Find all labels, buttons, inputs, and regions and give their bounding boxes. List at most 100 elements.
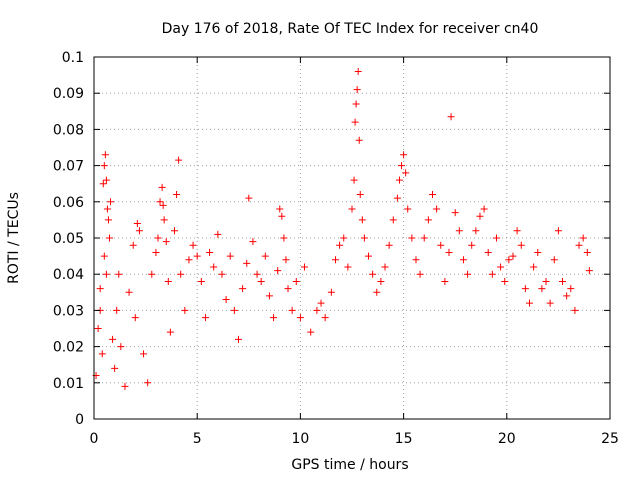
data-point	[358, 216, 366, 224]
data-point	[253, 270, 261, 278]
data-point	[385, 241, 393, 249]
data-point	[554, 227, 562, 235]
data-point	[501, 277, 509, 285]
data-point	[360, 234, 368, 242]
data-point	[103, 205, 111, 213]
data-point	[497, 263, 505, 271]
data-point	[451, 209, 459, 217]
x-tick-label: 15	[395, 431, 413, 447]
data-point	[210, 263, 218, 271]
data-point	[164, 277, 172, 285]
data-point	[173, 191, 181, 199]
data-point	[288, 306, 296, 314]
data-point	[365, 252, 373, 260]
data-point	[100, 162, 108, 170]
data-point	[94, 325, 102, 332]
data-point	[395, 176, 403, 184]
data-point	[239, 285, 247, 293]
data-point	[381, 263, 389, 271]
data-point	[428, 191, 436, 199]
data-point	[521, 285, 529, 293]
data-point	[412, 256, 420, 264]
data-point	[278, 212, 286, 220]
data-point	[321, 314, 329, 322]
data-point	[113, 306, 121, 314]
data-point	[455, 227, 463, 235]
data-point	[336, 241, 344, 249]
data-point	[476, 212, 484, 220]
data-point	[400, 151, 408, 159]
y-tick-label: 0.01	[53, 376, 84, 392]
data-point	[105, 234, 113, 242]
y-tick-label: 0.08	[53, 122, 84, 138]
data-point	[447, 113, 455, 121]
data-point	[282, 256, 290, 264]
data-point	[189, 241, 197, 249]
data-point	[107, 198, 115, 206]
data-point	[265, 292, 273, 300]
data-point	[102, 176, 110, 184]
data-point	[96, 285, 104, 293]
data-point	[98, 350, 106, 358]
data-point	[185, 256, 193, 264]
data-point	[550, 256, 558, 264]
data-point	[348, 205, 356, 213]
data-point	[402, 169, 410, 177]
data-point	[144, 379, 152, 387]
data-point	[102, 270, 110, 278]
data-point	[445, 248, 453, 256]
data-point	[313, 306, 321, 314]
y-tick-label: 0.07	[53, 159, 84, 175]
data-point	[408, 234, 416, 242]
data-point	[424, 216, 432, 224]
data-point	[420, 234, 428, 242]
chart-title: Day 176 of 2018, Rate Of TEC Index for r…	[162, 21, 539, 37]
data-point	[472, 227, 480, 235]
data-point	[340, 234, 348, 242]
data-point	[158, 183, 166, 191]
y-tick-label: 0.05	[53, 231, 84, 247]
data-point	[156, 198, 164, 206]
data-point	[433, 205, 441, 213]
data-point	[292, 277, 300, 285]
data-point	[468, 241, 476, 249]
data-point	[117, 343, 125, 351]
data-point	[296, 314, 304, 322]
data-point	[245, 194, 253, 202]
data-point	[575, 241, 583, 249]
data-point	[331, 256, 339, 264]
data-point	[355, 136, 363, 144]
data-point	[441, 277, 449, 285]
data-point	[353, 86, 361, 94]
data-point	[398, 162, 406, 170]
data-point	[243, 259, 251, 267]
data-point	[437, 241, 445, 249]
x-tick-label: 10	[291, 431, 309, 447]
data-point	[140, 350, 148, 358]
data-point	[181, 306, 189, 314]
data-point	[218, 270, 226, 278]
data-point	[170, 227, 178, 235]
data-point	[175, 156, 183, 164]
data-point	[505, 256, 513, 264]
data-point	[492, 234, 500, 242]
data-point	[513, 227, 521, 235]
data-point	[125, 288, 133, 296]
x-tick-label: 25	[601, 431, 619, 447]
data-point	[222, 296, 230, 304]
axis-ticks: 0 0.01 0.02 0.03 0.04 0.05 0.06 0.07 0.08 0.09 0.1…	[53, 50, 619, 447]
data-point	[280, 234, 288, 242]
x-tick-label: 5	[193, 431, 202, 447]
data-point	[538, 285, 546, 293]
data-point	[534, 248, 542, 256]
data-point	[377, 277, 385, 285]
data-point	[583, 248, 591, 256]
data-point	[393, 194, 401, 202]
data-point	[327, 288, 335, 296]
data-point	[101, 151, 109, 159]
data-point	[230, 306, 238, 314]
data-point	[115, 270, 123, 278]
data-point	[234, 335, 242, 343]
data-point	[100, 252, 108, 260]
